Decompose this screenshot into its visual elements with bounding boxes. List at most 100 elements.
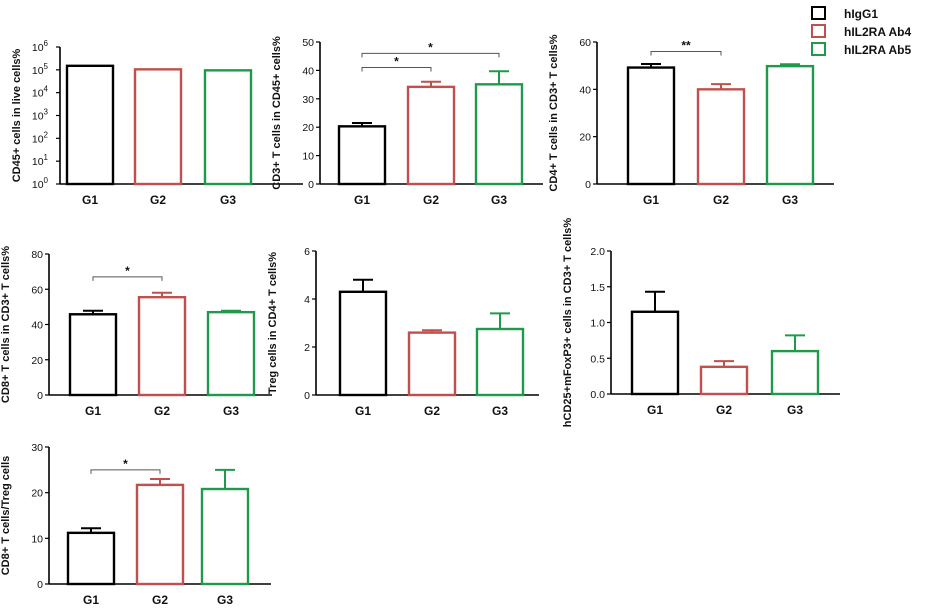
x-tick-label: G2 <box>154 404 170 418</box>
y-axis-label: hCD25+mFoxP3+ cells in CD3+ T cells% <box>562 218 574 428</box>
x-tick-label: G3 <box>492 404 508 418</box>
bar-G1 <box>337 125 387 186</box>
y-tick-label: 40 <box>302 65 314 77</box>
y-tick-label: 102 <box>32 130 49 145</box>
y-tick-label: 40 <box>579 84 591 96</box>
y-tick-label: 6 <box>304 246 310 258</box>
bar-G2 <box>696 88 746 186</box>
significance-label: * <box>123 457 128 471</box>
significance-bracket <box>361 67 432 72</box>
bar-G2 <box>699 365 749 396</box>
x-tick-label: G2 <box>716 403 732 417</box>
significance-bracket <box>92 276 163 281</box>
legend-item-hIL2RA-Ab5: hIL2RA Ab5 <box>811 42 911 57</box>
y-tick-label: 106 <box>32 39 49 54</box>
significance-bracket <box>650 50 722 56</box>
y-tick-label: 0 <box>585 179 591 191</box>
bar-G1 <box>338 290 388 397</box>
y-axis-label: CD3+ T cells in CD45+ cells% <box>271 36 283 190</box>
chart-7: 0 10 20 30 CD8+ T cells/Treg cells G1 G2 G3 * <box>0 442 271 607</box>
y-tick-label: 10 <box>302 151 314 163</box>
y-tick-label: 4 <box>304 294 310 306</box>
y-tick-label: 40 <box>31 320 43 332</box>
y-tick-label: 30 <box>302 94 314 106</box>
legend: hIgG1 hIL2RA Ab4 hIL2RA Ab5 <box>811 6 911 57</box>
y-axis-label: Treg cells in CD4+ T cells% <box>267 252 279 394</box>
x-tick-label: G2 <box>424 404 440 418</box>
x-tick-label: G2 <box>150 193 166 207</box>
bar-G2 <box>407 331 457 397</box>
legend-swatch-hIL2RA-Ab5 <box>811 42 826 56</box>
bar-G3 <box>206 310 256 397</box>
y-axis-label: CD8+ T cells in CD3+ T cells% <box>0 246 12 403</box>
y-tick-label: 101 <box>32 153 49 168</box>
y-tick-label: 60 <box>31 284 43 296</box>
y-tick-label: 2.0 <box>590 246 605 258</box>
x-tick-label: G2 <box>713 193 729 207</box>
legend-label-hIL2RA-Ab5: hIL2RA Ab5 <box>844 43 911 57</box>
y-tick-label: 0.5 <box>590 353 605 365</box>
x-tick-label: G1 <box>85 404 101 418</box>
legend-label-hIL2RA-Ab4: hIL2RA Ab4 <box>844 25 911 39</box>
bar-G3 <box>475 327 525 397</box>
bar-G1 <box>68 313 118 397</box>
significance-label: * <box>125 264 130 278</box>
significance-bracket <box>361 52 500 58</box>
bar-G3 <box>474 83 524 186</box>
legend-label-hIgG1: hIgG1 <box>844 7 878 21</box>
y-axis-label: CD4+ T cells in CD3+ T cells% <box>548 34 560 191</box>
chart-2: 0 10 20 30 40 50 CD3+ T cells in CD45+ cells% G… <box>271 36 543 207</box>
y-tick-label: 100 <box>32 176 49 191</box>
chart-1: 100 101 102 103 104 105 106 CD45+ cells in live… <box>11 39 303 207</box>
y-tick-label: 10 <box>31 533 43 545</box>
y-tick-label: 20 <box>31 488 43 500</box>
chart-3: 0 20 40 60 CD4+ T cells in CD3+ T cells% G1 G2… <box>548 34 834 207</box>
y-tick-label: 0.0 <box>590 389 605 401</box>
chart-4: 0 20 40 60 80 CD8+ T cells in CD3+ T cells% G1… <box>0 246 272 418</box>
bar-G1 <box>65 64 115 186</box>
bar-G1 <box>626 66 676 186</box>
x-tick-label: G3 <box>220 193 236 207</box>
bar-G3 <box>765 64 815 186</box>
legend-swatch-hIgG1 <box>811 6 826 20</box>
y-tick-label: 1.0 <box>590 318 605 330</box>
legend-swatch-hIL2RA-Ab4 <box>811 24 826 38</box>
y-tick-label: 1.5 <box>590 282 605 294</box>
x-tick-label: G3 <box>782 193 798 207</box>
y-tick-label: 2 <box>304 342 310 354</box>
x-tick-label: G2 <box>152 593 168 607</box>
x-tick-label: G3 <box>223 404 239 418</box>
y-tick-label: 0 <box>304 390 310 402</box>
chart-5: 0 2 4 6 Treg cells in CD4+ T cells% G1 G2 G3 <box>267 246 539 418</box>
x-tick-label: G3 <box>787 403 803 417</box>
bar-G3 <box>203 69 253 186</box>
x-tick-label: G1 <box>643 193 659 207</box>
y-tick-label: 104 <box>32 85 49 100</box>
x-tick-label: G2 <box>423 193 439 207</box>
x-tick-label: G3 <box>491 193 507 207</box>
y-tick-label: 80 <box>31 249 43 261</box>
chart-6: 0.0 0.5 1.0 1.5 2.0 hCD25+mFoxP3+ cells in CD… <box>562 218 840 428</box>
significance-label: * <box>394 55 399 69</box>
x-tick-label: G1 <box>647 403 663 417</box>
y-tick-label: 0 <box>308 179 314 191</box>
y-tick-label: 105 <box>32 62 49 77</box>
y-axis-label: CD45+ cells in live cells% <box>11 48 23 182</box>
bar-G2 <box>406 85 456 186</box>
y-tick-label: 0 <box>37 579 43 591</box>
y-tick-label: 50 <box>302 37 314 49</box>
bar-G2 <box>137 295 187 397</box>
significance-bracket <box>90 469 161 474</box>
y-tick-label: 20 <box>302 122 314 134</box>
bar-G3 <box>200 487 250 586</box>
x-tick-label: G1 <box>354 193 370 207</box>
y-tick-label: 103 <box>32 108 49 123</box>
y-tick-label: 20 <box>31 355 43 367</box>
bar-G2 <box>133 68 183 186</box>
bar-G2 <box>135 483 185 586</box>
x-tick-label: G1 <box>82 193 98 207</box>
x-tick-label: G3 <box>217 593 233 607</box>
legend-item-hIgG1: hIgG1 <box>811 6 878 21</box>
